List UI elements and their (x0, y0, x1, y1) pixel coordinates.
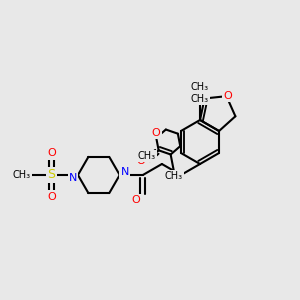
Text: CH₃: CH₃ (13, 170, 31, 180)
Text: O: O (152, 128, 161, 138)
Text: CH₃: CH₃ (137, 151, 156, 161)
Text: N: N (121, 167, 129, 177)
Text: O: O (131, 195, 140, 205)
Text: CH₃: CH₃ (191, 82, 209, 92)
Text: CH₃: CH₃ (191, 94, 209, 104)
Text: O: O (136, 156, 145, 166)
Text: O: O (47, 192, 56, 202)
Text: O: O (47, 148, 56, 158)
Text: O: O (223, 91, 232, 101)
Text: S: S (47, 169, 56, 182)
Text: CH₃: CH₃ (165, 171, 183, 181)
Text: N: N (69, 173, 77, 183)
